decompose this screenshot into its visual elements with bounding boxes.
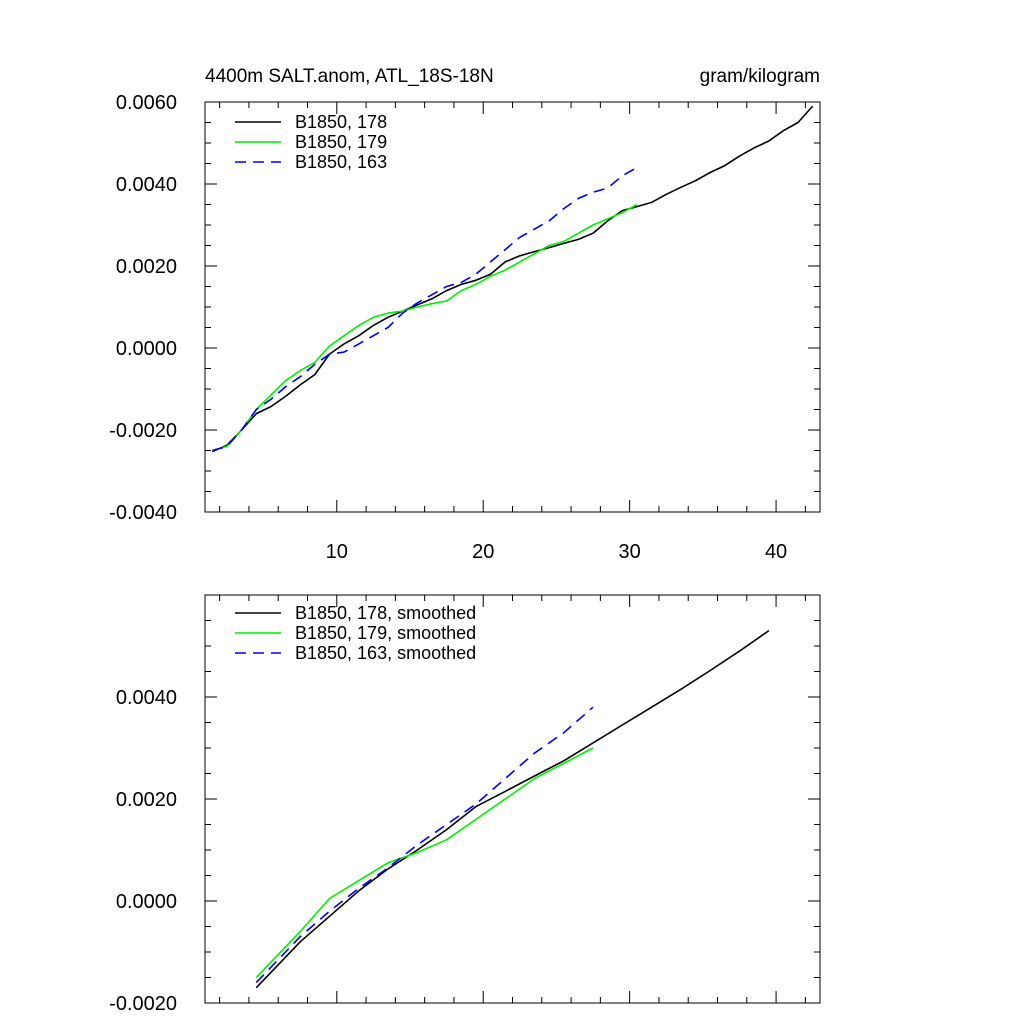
top-plot-area: -0.0040 -0.0020 0.0000 0.0020 0.0040 0.0060 10… — [109, 92, 821, 563]
bottom-series-line-1 — [255, 630, 770, 989]
top-legend-label-1: B1850, 178 — [295, 112, 387, 132]
bottom-y-tick-label: 0.0040 — [116, 687, 177, 709]
top-y-tick-label: 0.0040 — [116, 174, 177, 196]
bottom-legend-label-2: B1850, 179, smoothed — [295, 623, 476, 643]
top-x-tick-label: 10 — [326, 541, 348, 563]
bottom-y-tick-label: 0.0020 — [116, 789, 177, 811]
top-x-tick-label: 20 — [472, 541, 494, 563]
bottom-series-line-3 — [255, 706, 594, 984]
top-x-tick-label: 30 — [619, 541, 641, 563]
top-x-tick-label: 40 — [765, 541, 787, 563]
bottom-series-line-2 — [255, 747, 594, 979]
top-legend-label-2: B1850, 179 — [295, 132, 387, 152]
top-y-tick-label: -0.0020 — [109, 420, 177, 442]
bottom-y-tick-label: 0.0000 — [116, 891, 177, 913]
top-y-tick-label: 0.0060 — [116, 92, 177, 114]
top-y-tick-label: 0.0000 — [116, 338, 177, 360]
bottom-panel: -0.0020 0.0000 0.0020 0.0040 B1850, 178, smo… — [109, 594, 821, 1015]
top-chart-units: gram/kilogram — [700, 66, 820, 87]
top-series-line-1 — [211, 105, 814, 453]
top-panel: 4400m SALT.anom, ATL_18S-18N gram/kilogr… — [109, 66, 821, 563]
top-y-tick-label: 0.0020 — [116, 256, 177, 278]
top-legend-label-3: B1850, 163 — [295, 152, 387, 172]
top-series-line-2 — [212, 203, 638, 452]
top-series-line-3 — [212, 166, 638, 452]
bottom-plot-area: -0.0020 0.0000 0.0020 0.0040 B1850, 178, smo… — [109, 594, 821, 1015]
bottom-legend-label-1: B1850, 178, smoothed — [295, 603, 476, 623]
top-y-tick-label: -0.0040 — [109, 502, 177, 524]
bottom-legend-label-3: B1850, 163, smoothed — [295, 643, 476, 663]
top-chart-title: 4400m SALT.anom, ATL_18S-18N — [205, 66, 494, 87]
bottom-y-tick-label: -0.0020 — [109, 993, 177, 1015]
